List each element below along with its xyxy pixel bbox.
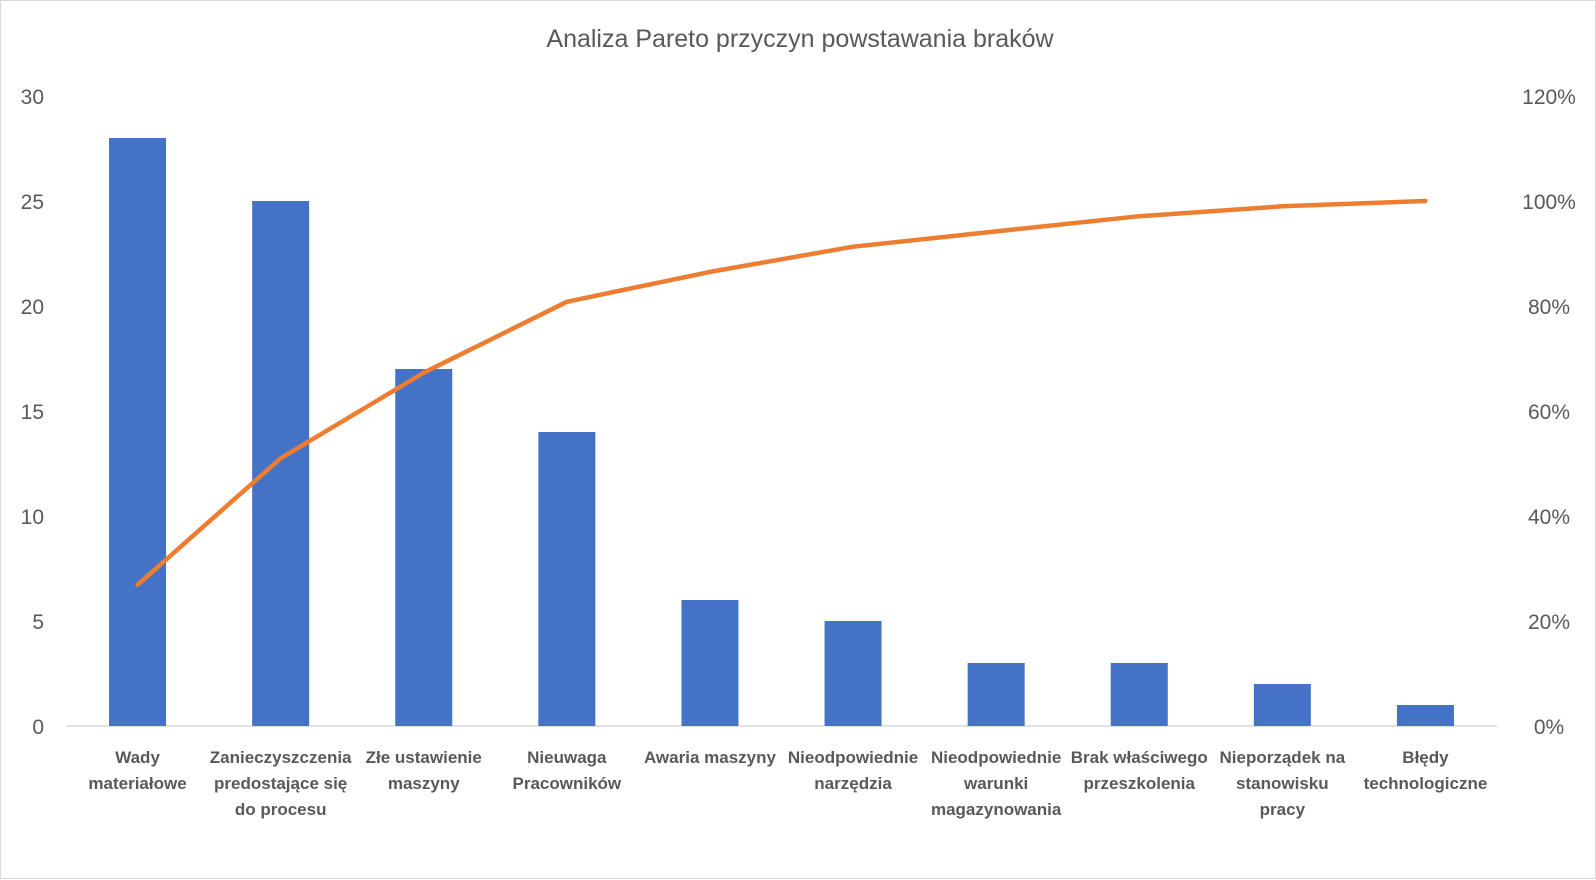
- bar: [825, 621, 882, 726]
- left-axis-tick-label: 5: [32, 611, 44, 634]
- category-label: Nieodpowiednie warunki magazynowania: [931, 748, 1062, 819]
- right-axis-tick-label: 80%: [1528, 296, 1570, 319]
- category-label-line: maszyny: [388, 774, 460, 793]
- left-y-axis: 0 5 10 15 20 25 30: [21, 86, 44, 739]
- category-label: Błędy technologiczne: [1364, 748, 1488, 793]
- bar-series: [109, 138, 1454, 726]
- category-label-line: do procesu: [235, 800, 327, 819]
- category-label: Wady materiałowe: [88, 748, 186, 793]
- category-label: Nieuwaga Pracowników: [513, 748, 622, 793]
- category-label-line: Pracowników: [513, 774, 622, 793]
- bar: [1397, 705, 1454, 726]
- chart-title: Analiza Pareto przyczyn powstawania brak…: [546, 25, 1054, 53]
- category-label-line: Nieodpowiednie: [788, 748, 918, 767]
- category-label-line: Wady: [115, 748, 160, 767]
- category-label: Brak właściwego przeszkolenia: [1071, 748, 1208, 793]
- category-label-line: predostające się: [214, 774, 347, 793]
- right-axis-tick-label: 0%: [1534, 716, 1564, 739]
- category-label-line: warunki: [963, 774, 1028, 793]
- bar: [968, 663, 1025, 726]
- bar: [1254, 684, 1311, 726]
- right-axis-tick-label: 40%: [1528, 506, 1570, 529]
- category-label-line: Nieodpowiednie: [931, 748, 1061, 767]
- right-axis-tick-label: 100%: [1522, 191, 1576, 214]
- category-label: Zanieczyszczenia predostające się do proce…: [210, 748, 352, 819]
- bar: [538, 432, 595, 726]
- category-label-line: Awaria maszyny: [644, 748, 777, 767]
- bar: [252, 201, 309, 726]
- right-y-axis: 0% 20% 40% 60% 80% 100% 120%: [1522, 86, 1576, 739]
- category-label-line: przeszkolenia: [1084, 774, 1196, 793]
- category-label-line: Brak właściwego: [1071, 748, 1208, 767]
- category-label-line: materiałowe: [88, 774, 186, 793]
- cumulative-line: [138, 201, 1426, 585]
- category-label-line: Nieporządek na: [1220, 748, 1346, 767]
- bar: [395, 369, 452, 726]
- right-axis-tick-label: 20%: [1528, 611, 1570, 634]
- right-axis-tick-label: 120%: [1522, 86, 1576, 109]
- right-axis-tick-label: 60%: [1528, 401, 1570, 424]
- category-label-line: technologiczne: [1364, 774, 1488, 793]
- cumulative-line-series: [137, 201, 1425, 585]
- category-label-line: Nieuwaga: [527, 748, 607, 767]
- left-axis-tick-label: 10: [21, 506, 44, 529]
- category-label: Awaria maszyny: [644, 748, 777, 767]
- category-label: Złe ustawienie maszyny: [366, 748, 482, 793]
- category-label-line: narzędzia: [814, 774, 892, 793]
- left-axis-tick-label: 25: [21, 191, 44, 214]
- category-label: Nieporządek na stanowisku pracy: [1220, 748, 1346, 819]
- left-axis-tick-label: 20: [21, 296, 44, 319]
- category-label-line: pracy: [1260, 800, 1306, 819]
- category-label-line: Złe ustawienie: [366, 748, 482, 767]
- bar: [1111, 663, 1168, 726]
- bar: [681, 600, 738, 726]
- category-label: Nieodpowiednie narzędzia: [788, 748, 918, 793]
- x-axis-labels: Wady materiałowe Zanieczyszczenia predostaj…: [88, 748, 1487, 819]
- left-axis-tick-label: 0: [32, 716, 44, 739]
- left-axis-tick-label: 30: [21, 86, 44, 109]
- bar: [109, 138, 166, 726]
- left-axis-tick-label: 15: [21, 401, 44, 424]
- category-label-line: stanowisku: [1236, 774, 1329, 793]
- category-label-line: Zanieczyszczenia: [210, 748, 352, 767]
- category-label-line: Błędy: [1402, 748, 1449, 767]
- category-label-line: magazynowania: [931, 800, 1062, 819]
